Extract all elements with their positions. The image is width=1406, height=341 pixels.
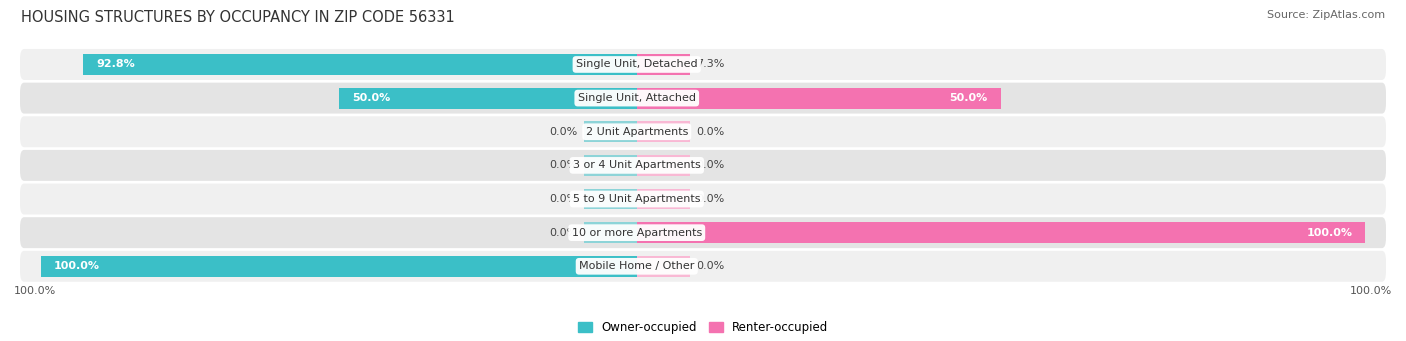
Bar (637, 189, 690, 209)
Text: 5 to 9 Unit Apartments: 5 to 9 Unit Apartments (574, 194, 700, 204)
Text: 0.0%: 0.0% (548, 160, 576, 170)
Bar (583, 155, 637, 176)
Bar (583, 189, 637, 209)
Bar (637, 54, 690, 75)
Text: Source: ZipAtlas.com: Source: ZipAtlas.com (1267, 10, 1385, 20)
Text: 7.3%: 7.3% (696, 59, 725, 70)
Text: HOUSING STRUCTURES BY OCCUPANCY IN ZIP CODE 56331: HOUSING STRUCTURES BY OCCUPANCY IN ZIP C… (21, 10, 454, 25)
Text: 0.0%: 0.0% (696, 194, 724, 204)
Text: 0.0%: 0.0% (696, 127, 724, 137)
Bar (637, 222, 1365, 243)
Text: 50.0%: 50.0% (352, 93, 389, 103)
Text: Single Unit, Attached: Single Unit, Attached (578, 93, 696, 103)
FancyBboxPatch shape (20, 49, 1386, 80)
FancyBboxPatch shape (20, 150, 1386, 181)
Text: 0.0%: 0.0% (696, 160, 724, 170)
Bar (583, 121, 637, 142)
Text: 10 or more Apartments: 10 or more Apartments (572, 228, 702, 238)
Text: 0.0%: 0.0% (696, 261, 724, 271)
Legend: Owner-occupied, Renter-occupied: Owner-occupied, Renter-occupied (572, 316, 834, 339)
Text: 0.0%: 0.0% (548, 127, 576, 137)
Bar (637, 88, 1001, 108)
Text: 100.0%: 100.0% (1306, 228, 1353, 238)
FancyBboxPatch shape (20, 217, 1386, 248)
Bar (583, 222, 637, 243)
Text: Single Unit, Detached: Single Unit, Detached (576, 59, 697, 70)
Text: 100.0%: 100.0% (53, 261, 100, 271)
FancyBboxPatch shape (20, 83, 1386, 114)
Text: 2 Unit Apartments: 2 Unit Apartments (585, 127, 688, 137)
Text: Mobile Home / Other: Mobile Home / Other (579, 261, 695, 271)
Text: 100.0%: 100.0% (1350, 285, 1392, 296)
Text: 50.0%: 50.0% (949, 93, 988, 103)
Text: 100.0%: 100.0% (14, 285, 56, 296)
FancyBboxPatch shape (20, 251, 1386, 282)
Bar (637, 256, 690, 277)
Bar (637, 121, 690, 142)
Bar (637, 155, 690, 176)
Bar (339, 88, 637, 108)
Text: 0.0%: 0.0% (548, 194, 576, 204)
Bar (41, 256, 637, 277)
FancyBboxPatch shape (20, 116, 1386, 147)
Bar (83, 54, 637, 75)
FancyBboxPatch shape (20, 183, 1386, 214)
Text: 3 or 4 Unit Apartments: 3 or 4 Unit Apartments (572, 160, 700, 170)
Text: 92.8%: 92.8% (97, 59, 135, 70)
Text: 0.0%: 0.0% (548, 228, 576, 238)
